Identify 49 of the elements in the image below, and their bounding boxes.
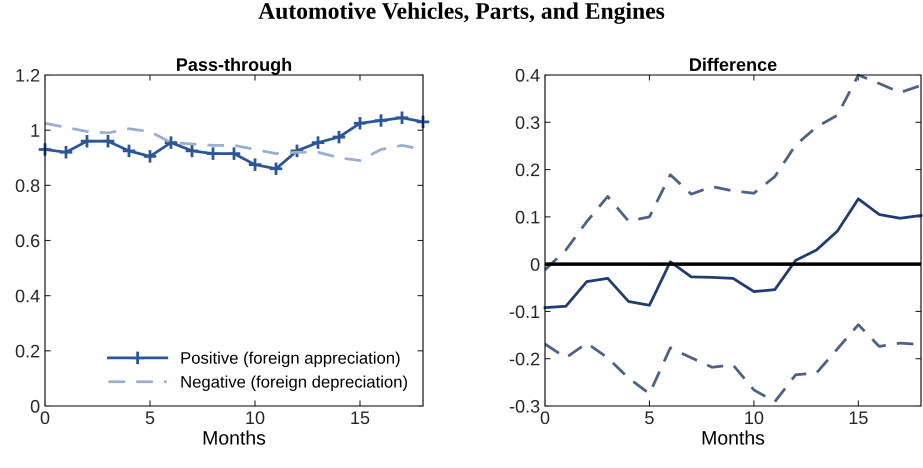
point [415,114,431,130]
x-tick-label: 0 [540,411,550,424]
point [184,143,200,158]
x-tick-label: 0 [40,411,50,424]
point [310,134,326,150]
y-tick-label: 0.6 [16,234,40,248]
point [331,129,347,145]
point [352,116,368,131]
point [58,144,74,160]
x-tick-label: 5 [146,412,154,424]
x-tick-label: 10 [246,411,264,424]
x-tick-label: 15 [850,412,868,424]
y-tick-label: -0.3 [510,400,540,413]
point [247,157,263,172]
text: Automotive Vehicles, Parts, and Engines [258,2,664,24]
y-tick-label: 0.8 [16,179,40,192]
chart-title: Difference [690,58,777,72]
x-tick-label: 10 [745,411,764,424]
point [79,134,95,149]
point [142,148,158,164]
y-tick-label: 0 [530,258,540,271]
y-tick-label: -0.2 [510,352,540,366]
point [226,146,242,162]
x-tick-label: 5 [645,412,654,424]
point [121,143,137,158]
y-tick-label: 1.2 [16,68,40,82]
y-tick-label: 0.2 [16,344,40,358]
y-tick-label: -0.1 [510,305,540,318]
point [37,142,53,158]
line-series [544,198,922,310]
y-tick-label: 0.4 [516,68,540,82]
x-axis-title: Months [204,430,266,445]
point [205,146,221,162]
point [394,110,410,126]
point [268,161,284,176]
chart-title: Pass-through [177,58,292,75]
x-tick-label: 15 [351,412,370,424]
point [100,134,116,149]
legend-label: Positive (foreign appreciation) [181,352,400,368]
y-tick-label: 0.4 [16,290,40,302]
point [373,112,389,128]
y-tick-label: 0.1 [516,210,540,224]
y-tick-label: 1 [31,124,40,137]
point [163,134,179,150]
legend-label: Negative (foreign depreciation) [181,375,407,391]
y-tick-label: 0.3 [516,116,540,130]
y-tick-label: 0.2 [516,164,540,176]
y-tick-label: 0 [30,400,40,413]
x-axis-title: Months [702,430,764,445]
